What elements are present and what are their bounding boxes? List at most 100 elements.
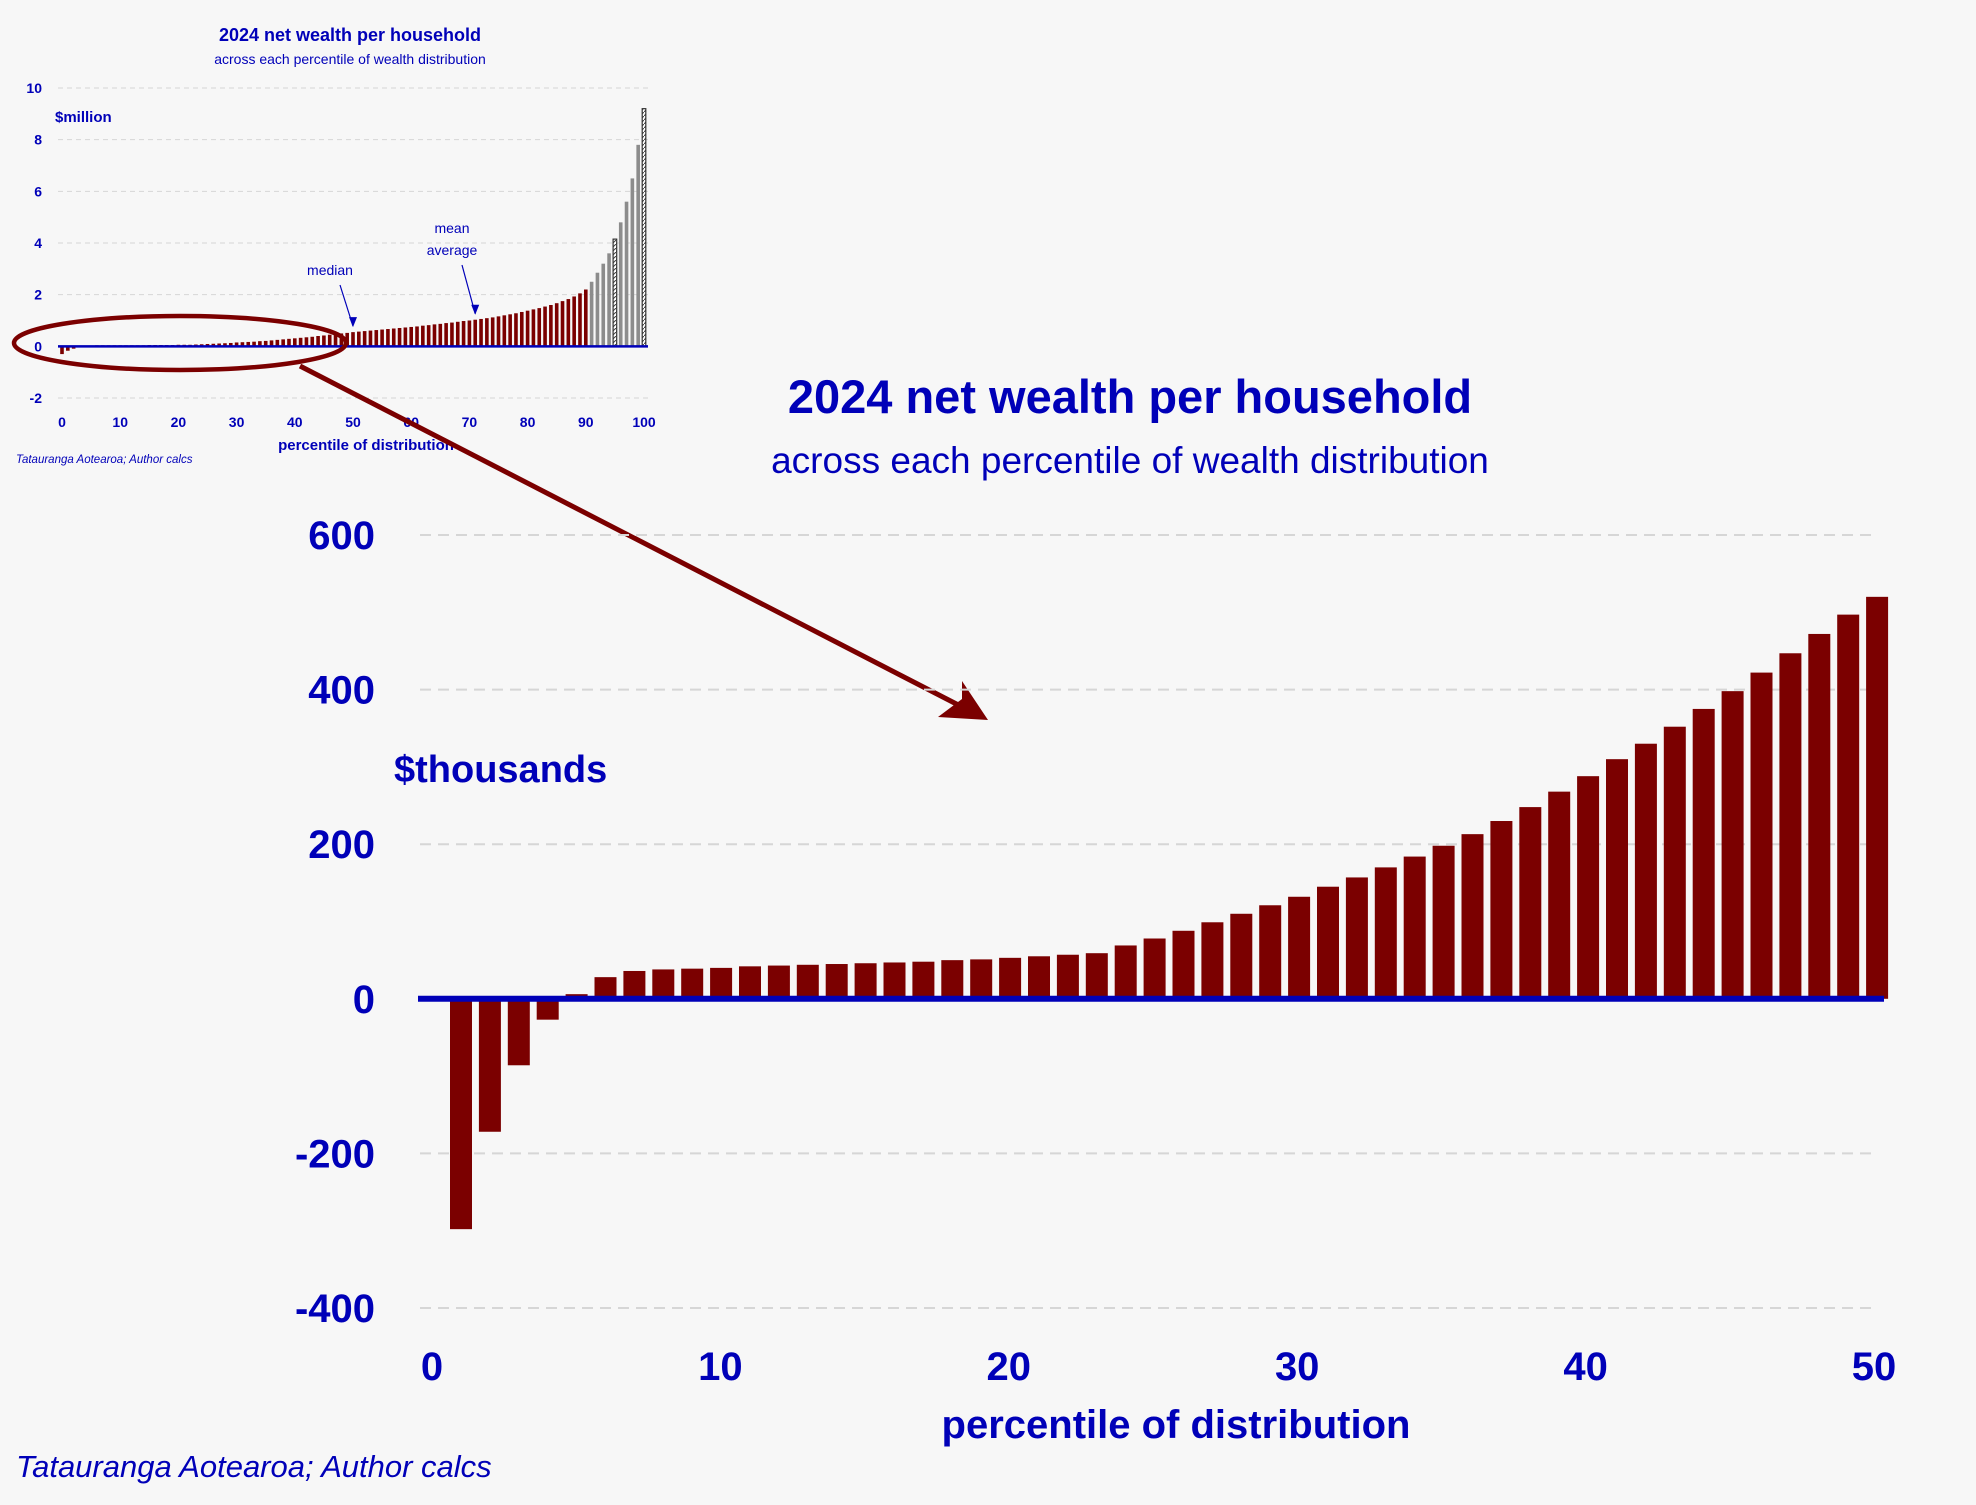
main-bar [1317,886,1339,999]
inset-bar [263,340,268,347]
inset-y-tick-label: 0 [34,338,42,354]
inset-bar [322,335,326,347]
inset-x-tick-label: 30 [229,414,245,430]
main-bar [710,967,733,999]
inset-annotation-label: median [307,262,353,278]
main-y-tick-label: -400 [295,1287,375,1331]
main-bar [883,962,906,999]
inset-bar [455,321,460,347]
inset-chart-subtitle: across each percentile of wealth distrib… [214,51,486,67]
main-bar [450,998,472,1230]
inset-bar [316,336,320,347]
inset-bar [380,329,384,347]
inset-bar [397,327,402,347]
inset-y-tick-label: 6 [34,183,42,199]
inset-y-tick-label: 2 [34,287,42,303]
inset-bar [415,326,419,347]
inset-bar [292,338,297,347]
main-bar [796,964,819,999]
main-bar [1172,930,1195,999]
inset-bar [560,301,565,347]
inset-bar [391,328,396,347]
inset-x-axis-label: percentile of distribution [278,437,454,454]
main-bar [652,969,675,999]
inset-annotation-label: mean [434,220,469,236]
inset-bar [240,342,245,347]
inset-y-tick-labels: -2 0 2 4 6 8 10 [26,80,42,406]
inset-bar [351,332,355,347]
main-bar [854,963,877,999]
inset-y-tick-label: 10 [26,80,42,96]
inset-bar [473,319,478,347]
inset-bar [461,321,466,347]
inset-bar [641,108,647,347]
inset-bar [246,341,251,347]
main-bar [1345,877,1368,999]
inset-bar [281,339,285,347]
main-x-axis-label: percentile of distribution [942,1403,1411,1447]
main-bar [623,970,646,999]
source-note: Tatauranga Aotearoa; Author calcs [16,1449,492,1484]
main-x-tick-label: 10 [698,1345,743,1389]
inset-bar [566,299,571,347]
inset-bar [368,330,373,347]
inset-bar [403,327,408,347]
main-bar [1663,726,1686,999]
inset-annotation-arrowhead [471,304,480,315]
inset-y-tick-label: 4 [34,235,42,251]
inset-bar [636,144,640,347]
inset-bar [502,315,507,347]
main-x-tick-label: 20 [987,1345,1032,1389]
main-x-tick-label: 40 [1563,1345,1608,1389]
main-bar [478,998,501,1132]
inset-bar [228,342,233,347]
inset-bar [496,316,501,347]
inset-bar [287,338,291,347]
main-bar [1692,708,1715,999]
inset-bar [601,263,606,347]
main-x-tick-label: 0 [421,1345,443,1389]
zoom-arrow-head [938,681,988,720]
main-bar [941,960,964,999]
main-y-tick-label: -200 [295,1132,375,1176]
inset-bar [537,308,542,347]
main-gridlines [420,534,1877,1309]
inset-bar [409,326,414,347]
main-bar [739,966,761,999]
inset-bar [450,322,454,347]
inset-bar [217,343,221,347]
main-bar [1114,945,1137,999]
main-bar [1808,633,1831,999]
main-bar [1028,956,1050,999]
inset-bar [612,238,618,347]
inset-bar [444,323,448,347]
main-bar [1837,614,1860,999]
inset-bar [362,331,367,347]
main-x-tick-label: 50 [1852,1345,1897,1389]
inset-bar [223,343,227,347]
inset-bar [467,320,472,347]
inset-chart-title: 2024 net wealth per household [219,25,481,45]
inset-bar [258,341,262,347]
main-bar [1403,856,1426,999]
inset-bar [543,306,547,347]
main-bar [1750,672,1773,999]
inset-bar [519,311,524,347]
main-bar [1432,845,1455,999]
main-bar [536,998,559,1020]
inset-x-tick-label: 100 [632,414,656,430]
main-bar [912,961,935,999]
inset-bar [66,346,70,351]
inset-bar [549,305,553,347]
main-y-tick-labels: -400 -200 0 200 400 600 [295,514,375,1331]
inset-bar [304,337,309,347]
inset-bar [60,346,64,355]
inset-x-tick-label: 50 [345,414,361,430]
inset-y-axis-label: $million [55,109,112,126]
zoom-highlight-ellipse [11,313,349,373]
inset-bar [275,339,280,347]
inset-annotations: median mean average [307,220,480,328]
inset-bar [438,323,443,347]
inset-x-tick-label: 90 [578,414,594,430]
